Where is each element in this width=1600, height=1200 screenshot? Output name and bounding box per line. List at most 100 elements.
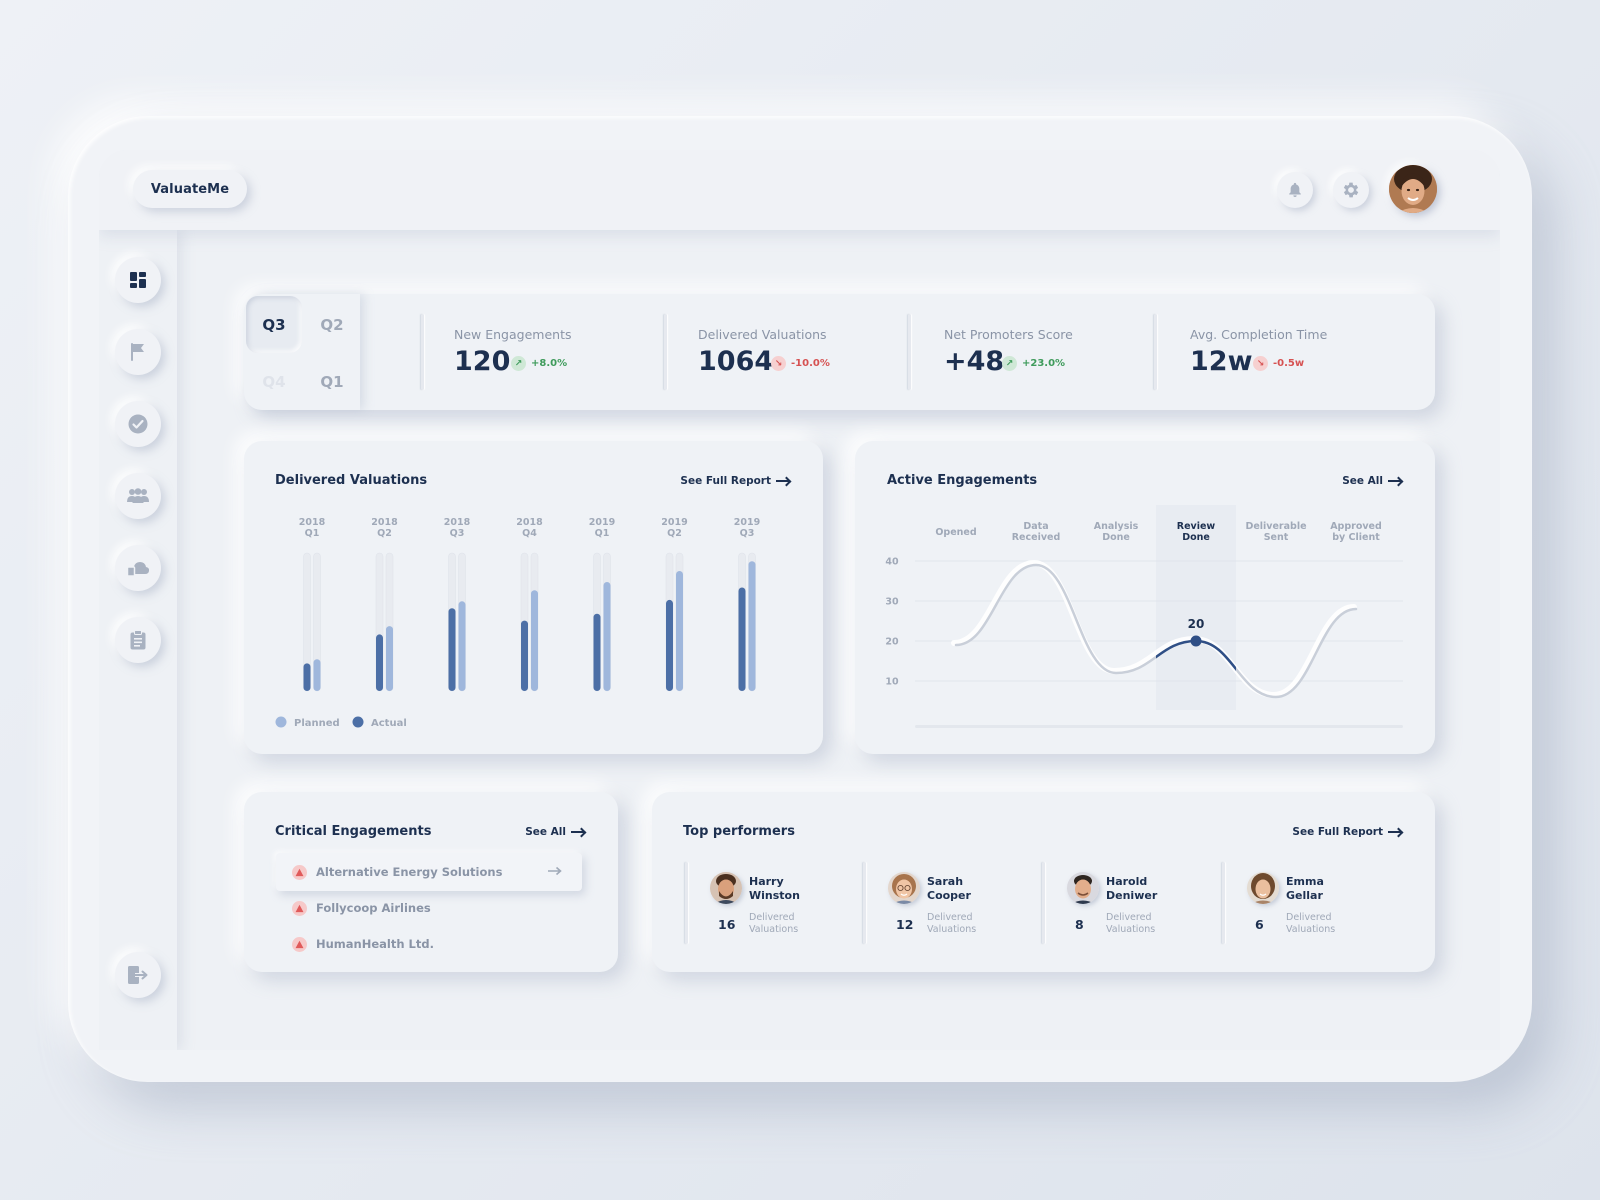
performer-card[interactable]: Harry Winston 16 Delivered Valuations	[710, 862, 860, 946]
performer-caption: Delivered Valuations	[1106, 912, 1156, 935]
arrow-right-icon	[1388, 477, 1402, 485]
nav-flags[interactable]	[115, 329, 161, 375]
kpi-net-promoters: Net Promoters Score +48 ↗ +23.0%	[944, 294, 1144, 410]
critical-engagements-card: Critical Engagements See All Alternative…	[244, 792, 618, 972]
x-category-label: Analysis	[1094, 521, 1139, 532]
see-all-link[interactable]: See All	[1342, 475, 1402, 487]
app-logo[interactable]: ValuateMe	[133, 170, 247, 208]
link-label: See All	[525, 826, 566, 838]
see-full-report-link[interactable]: See Full Report	[680, 475, 790, 487]
quarter-selector: Q3 Q2 Q4 Q1	[244, 294, 360, 410]
critical-item-label: Follycoop Airlines	[316, 901, 431, 915]
kpi-label: New Engagements	[454, 327, 572, 342]
bar-category-label: Q2	[667, 528, 682, 539]
performer-card[interactable]: Emma Gellar 6 Delivered Valuations	[1247, 862, 1397, 946]
bar-actual	[303, 663, 311, 691]
quarter-q2[interactable]: Q2	[320, 315, 344, 334]
kpi-delta-value: -0.5w	[1273, 358, 1305, 369]
series-line	[954, 563, 1358, 699]
flag-icon	[131, 343, 144, 361]
sidebar	[99, 230, 177, 1050]
nav-files[interactable]	[115, 545, 161, 591]
kpi-delta: ↘ -0.5w	[1253, 356, 1304, 371]
quarter-q3[interactable]: Q3	[246, 296, 302, 353]
performer-name: Harry Winston	[749, 875, 800, 902]
kpi-delta: ↗ +8.0%	[511, 356, 567, 371]
bar-category-label: Q1	[595, 528, 610, 539]
top-performers-card: Top performers See Full Report Harry Wins…	[652, 792, 1435, 972]
kpi-label: Net Promoters Score	[944, 327, 1073, 342]
bar-actual	[738, 587, 746, 691]
bar-category-label: 2019	[661, 517, 687, 528]
check-circle-icon	[128, 414, 148, 434]
kpi-value: +48	[944, 346, 1005, 377]
link-label: See Full Report	[1292, 826, 1383, 838]
bar-actual	[448, 608, 456, 691]
critical-item-label: HumanHealth Ltd.	[316, 937, 434, 951]
nav-completed[interactable]	[115, 401, 161, 447]
nav-dashboard[interactable]	[115, 257, 161, 303]
app-screen: ValuateMe	[99, 150, 1500, 1050]
x-category-label: Data	[1023, 521, 1048, 532]
nav-team[interactable]	[115, 473, 161, 519]
performer-name: Sarah Cooper	[927, 875, 971, 902]
kpi-card: Q3 Q2 Q4 Q1 New Engagements 120 ↗ +8.0% …	[244, 294, 1435, 410]
notifications-button[interactable]	[1277, 172, 1313, 208]
kpi-value: 120	[454, 346, 511, 377]
critical-item[interactable]: Alternative Energy Solutions	[276, 853, 582, 891]
top-bar: ValuateMe	[99, 150, 1500, 230]
highlight-value-label: 20	[1188, 617, 1205, 631]
bar-planned	[676, 570, 683, 691]
bar-planned	[531, 590, 538, 691]
bar-actual	[521, 620, 528, 691]
kpi-new-engagements: New Engagements 120 ↗ +8.0%	[454, 294, 654, 410]
cloud-files-icon	[126, 562, 150, 577]
avatar	[1247, 872, 1279, 904]
x-category-label: Review	[1177, 521, 1216, 532]
performer-card[interactable]: Harold Deniwer 8 Delivered Valuations	[1067, 862, 1217, 946]
critical-item[interactable]: Follycoop Airlines	[276, 889, 582, 927]
kpi-label: Avg. Completion Time	[1190, 327, 1328, 342]
trend-up-icon: ↗	[511, 356, 526, 371]
user-avatar[interactable]	[1389, 165, 1437, 213]
arrow-right-icon	[1388, 828, 1402, 836]
bar-category-label: 2019	[734, 517, 760, 528]
logout-button[interactable]	[115, 952, 161, 998]
kpi-divider	[908, 314, 911, 390]
performer-card[interactable]: Sarah Cooper 12 Delivered Valuations	[888, 862, 1038, 946]
x-category-label: Approved	[1330, 521, 1382, 532]
see-all-link[interactable]: See All	[525, 826, 585, 838]
bar-category-label: 2019	[589, 517, 615, 528]
bar-planned	[313, 659, 321, 691]
legend-planned-marker	[275, 716, 287, 728]
x-axis	[915, 725, 1403, 728]
kpi-label: Delivered Valuations	[698, 327, 827, 342]
kpi-delivered-valuations: Delivered Valuations 1064 ↘ -10.0%	[698, 294, 898, 410]
critical-item[interactable]: HumanHealth Ltd.	[276, 925, 582, 963]
kpi-value: 12w	[1190, 346, 1253, 377]
highlight-column	[1156, 505, 1236, 710]
kpi-divider	[664, 314, 667, 390]
card-title: Active Engagements	[887, 473, 1038, 488]
avatar	[710, 872, 742, 904]
performer-caption: Delivered Valuations	[1286, 912, 1336, 935]
quarter-q1[interactable]: Q1	[320, 372, 344, 391]
performer-divider	[1222, 862, 1225, 944]
card-title: Top performers	[683, 824, 795, 839]
bar-category-label: Q1	[305, 528, 320, 539]
bar-category-label: Q4	[522, 528, 537, 539]
performer-divider	[1042, 862, 1045, 944]
bar-planned	[748, 561, 756, 691]
y-tick-label: 20	[885, 637, 899, 648]
highlight-point	[1190, 635, 1202, 647]
see-full-report-link[interactable]: See Full Report	[1292, 826, 1402, 838]
settings-button[interactable]	[1333, 172, 1369, 208]
clipboard-icon	[130, 630, 146, 650]
x-category-label: Received	[1012, 532, 1061, 543]
nav-reports[interactable]	[115, 617, 161, 663]
trend-up-icon: ↗	[1002, 356, 1017, 371]
bar-actual	[666, 599, 673, 691]
x-category-label: Sent	[1264, 532, 1289, 543]
performer-name: Emma Gellar	[1286, 875, 1324, 902]
performer-count: 12	[896, 917, 914, 932]
